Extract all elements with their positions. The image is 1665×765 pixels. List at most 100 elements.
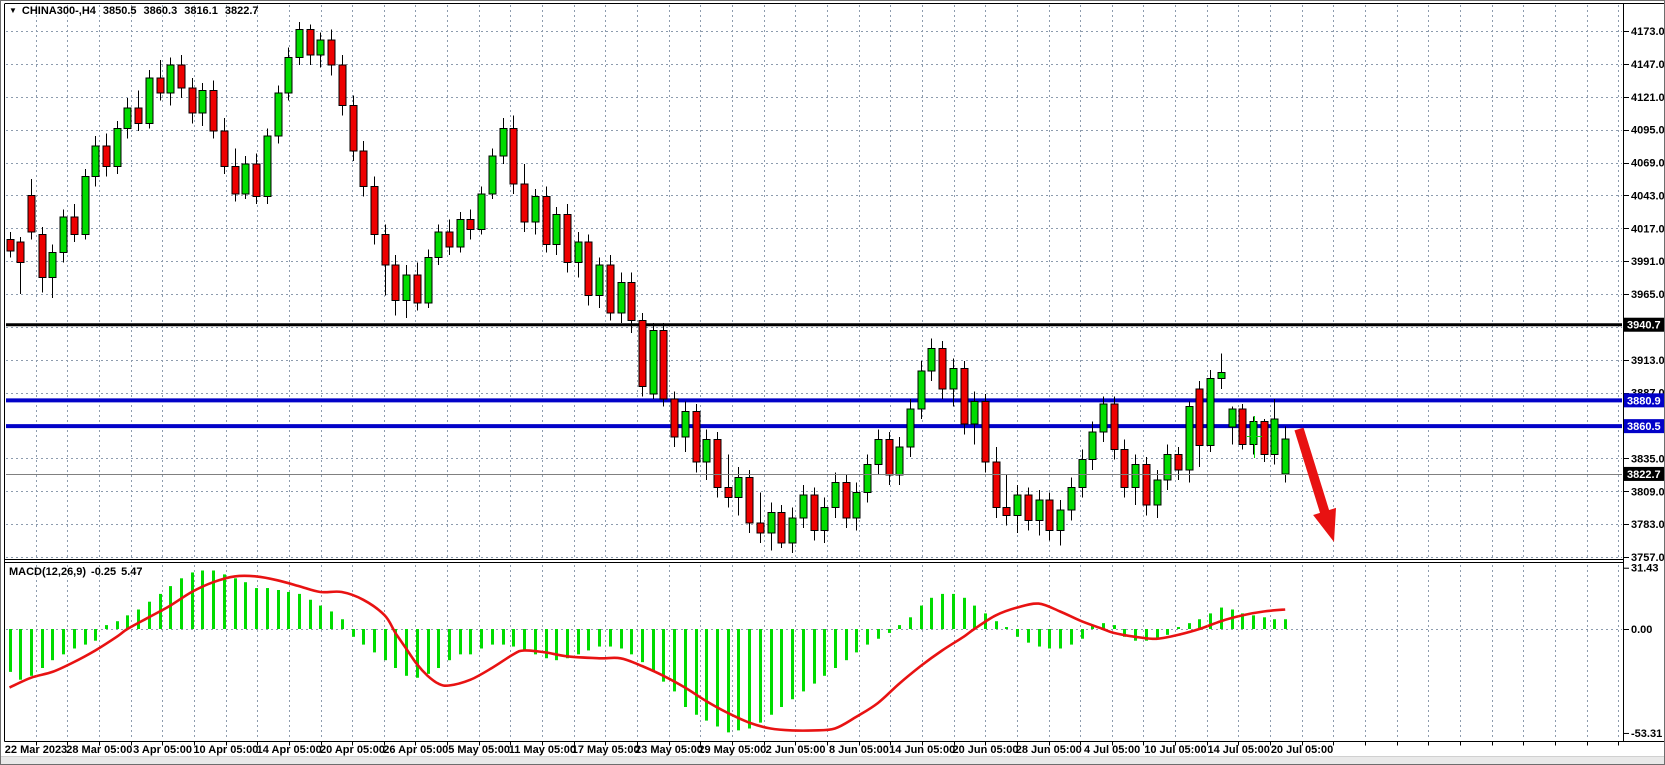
candle-body-bull: [531, 196, 540, 223]
candle-body-bull: [1163, 454, 1172, 481]
candle-body-bear: [102, 145, 111, 167]
candle-body-bear: [445, 231, 454, 248]
time-axis-label: 28 Jun 05:00: [1016, 744, 1082, 756]
candle-body-bear: [370, 186, 379, 236]
annotations-layer: [1247, 416, 1336, 542]
candle-body-bear: [810, 494, 819, 531]
price-tick-label: 4121.0: [1631, 92, 1665, 104]
candle-body-bear: [466, 218, 475, 231]
candle-body-bear: [16, 241, 25, 263]
candle-body-bull: [1281, 438, 1290, 475]
candles-layer: [6, 22, 1290, 554]
price-tick-label: 4017.0: [1631, 223, 1665, 235]
down-arrow-head-icon[interactable]: [1313, 507, 1336, 542]
candle-body-bull: [681, 411, 690, 438]
panel-borders: [4, 3, 1664, 742]
candle-body-bear: [713, 438, 722, 488]
price-tick-label: 4069.0: [1631, 158, 1665, 170]
candle-body-bull: [1099, 403, 1108, 433]
candle-body-bear: [777, 512, 786, 544]
candle-body-bull: [970, 400, 979, 425]
candle-body-bear: [745, 476, 754, 524]
candle-body-bull: [831, 481, 840, 509]
price-tick-label: 4043.0: [1631, 190, 1665, 202]
candle-body-bull: [574, 241, 583, 263]
symbol-dropdown-icon[interactable]: ▼: [9, 6, 17, 15]
candle-body-bear: [338, 64, 347, 107]
price-badge: [1624, 466, 1664, 481]
candle-body-bear: [724, 486, 733, 499]
candle-body-bear: [1110, 403, 1119, 451]
candle-body-bull: [863, 464, 872, 494]
candle-body-bull: [906, 408, 915, 448]
price-tick-label: 4147.0: [1631, 59, 1665, 71]
time-axis-label: 3 Apr 05:00: [133, 744, 192, 756]
candle-body-bull: [820, 507, 829, 531]
price-tick-label: 3835.0: [1631, 453, 1665, 465]
candle-body-bull: [895, 446, 904, 476]
time-axis-label: 4 Jul 05:00: [1084, 744, 1140, 756]
time-scale[interactable]: 22 Mar 2023 28 Mar 05:00 3 Apr 05:00 10 Apr…: [5, 741, 1619, 757]
candle-body-bull: [1270, 418, 1279, 456]
candle-body-bear: [1260, 421, 1269, 456]
candle-body-bear: [359, 150, 368, 188]
indicator-scale[interactable]: 31.43 0.00 -53.31: [1623, 563, 1663, 740]
candle-body-bear: [70, 216, 79, 236]
candle-body-bull: [316, 39, 325, 56]
candle-body-bull: [595, 264, 604, 296]
candle-body-bear: [27, 194, 36, 233]
candle-body-bull: [274, 92, 283, 137]
candle-body-bear: [306, 29, 315, 56]
indicator-name: MACD(12,26,9): [9, 566, 87, 578]
candle-body-bear: [413, 274, 422, 304]
macd-scale-label: 31.43: [1631, 563, 1659, 575]
candle-body-bear: [252, 163, 261, 198]
time-axis-label: 14 Apr 05:00: [257, 744, 322, 756]
time-axis-label: 10 Jul 05:00: [1144, 744, 1206, 756]
candle-body-bull: [1217, 371, 1226, 380]
price-tick-label: 3809.0: [1631, 486, 1665, 498]
price-scale[interactable]: 4173.0 4147.0 4121.0 4095.0 4069.0 4043.0 4017…: [1623, 26, 1665, 564]
macd-signal-line: [8, 574, 1286, 732]
candle-body-bull: [166, 64, 175, 94]
candle-body-bull: [874, 438, 883, 466]
time-axis-label: 23 May 05:00: [635, 744, 703, 756]
candle-body-bull: [1206, 378, 1215, 447]
candle-body-bull: [123, 107, 132, 129]
candle-body-bull: [145, 77, 154, 124]
candle-body-bear: [349, 105, 358, 152]
candle-body-bull: [617, 282, 626, 314]
levels-layer: [6, 323, 1622, 429]
candle-body-bear: [1002, 507, 1011, 516]
candle-body-bull: [499, 127, 508, 157]
candle-body-bull: [1228, 408, 1237, 428]
time-axis-label: 26 Apr 05:00: [383, 744, 448, 756]
candle-body-bear: [209, 89, 218, 132]
time-axis-label: 8 Jun 05:00: [829, 744, 889, 756]
candle-body-bear: [960, 368, 969, 425]
candle-body-bear: [981, 400, 990, 463]
ohlc-low-value: 3816.1: [184, 5, 218, 17]
candle-body-bull: [1067, 486, 1076, 511]
candle-body-bull: [949, 368, 958, 390]
time-axis-label: 17 May 05:00: [572, 744, 640, 756]
candle-body-bear: [188, 87, 197, 114]
price-tick-label: 3965.0: [1631, 289, 1665, 301]
time-axis-label: 20 Apr 05:00: [320, 744, 385, 756]
candle-body-bear: [134, 107, 143, 124]
price-badge: [1624, 419, 1664, 434]
time-axis-label: 2 Jun 05:00: [766, 744, 826, 756]
candle-body-bull: [552, 213, 561, 246]
candle-body-bull: [424, 256, 433, 304]
candle-body-bull: [295, 29, 304, 59]
down-arrow-shaft[interactable]: [1294, 427, 1330, 516]
candle-body-bear: [584, 241, 593, 296]
candle-body-bear: [509, 127, 518, 185]
symbol-label: CHINA300-,H4: [21, 5, 96, 17]
candle-body-bull: [284, 57, 293, 94]
price-tick-label: 3991.0: [1631, 256, 1665, 268]
price-badge-label: 3940.7: [1627, 320, 1661, 332]
